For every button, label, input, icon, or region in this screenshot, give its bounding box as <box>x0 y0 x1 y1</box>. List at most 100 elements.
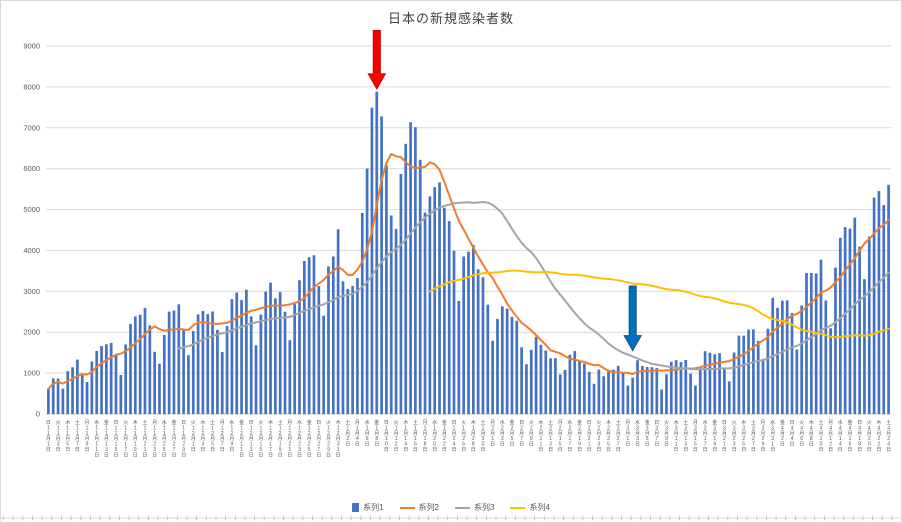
legend-item-系列3[interactable]: 系列3 <box>455 502 494 513</box>
legend-item-系列1[interactable]: 系列1 <box>352 502 384 513</box>
svg-text:6000: 6000 <box>23 164 40 173</box>
legend-item-系列4[interactable]: 系列4 <box>510 502 550 513</box>
svg-text:1000: 1000 <box>23 369 40 378</box>
line-series-3[interactable] <box>177 201 890 371</box>
svg-text:3000: 3000 <box>23 287 40 296</box>
bar-series[interactable] <box>47 91 890 415</box>
red-arrow[interactable] <box>367 30 387 90</box>
legend-item-系列2[interactable]: 系列2 <box>399 502 439 513</box>
legend-label: 系列2 <box>418 503 439 512</box>
svg-text:4000: 4000 <box>23 246 40 255</box>
x-axis-labels: 日 1 1 月 1 日火 1 1 月 3 日木 1 1 月 5 日土 1 1 月 7 日月 1 1 月 9 日水 1 1 月 1 1 日金 1 1… <box>46 419 891 458</box>
legend-label: 系列3 <box>474 503 495 512</box>
legend-label: 系列1 <box>363 503 384 512</box>
svg-text:8000: 8000 <box>23 82 40 91</box>
svg-text:7000: 7000 <box>23 123 40 132</box>
svg-text:2000: 2000 <box>23 328 40 337</box>
blue-arrow[interactable] <box>623 285 643 352</box>
line-series-4[interactable] <box>428 269 890 339</box>
legend-line-swatch <box>510 506 526 509</box>
y-axis-labels: 0 1000 2000 3000 4000 5000 6000 7000 8000 9000 <box>23 42 40 419</box>
legend-bar-swatch <box>352 503 360 512</box>
svg-text:5000: 5000 <box>23 205 40 214</box>
legend: 系列1 系列2 系列3 系列4 <box>1 502 901 513</box>
legend-line-swatch <box>399 506 415 509</box>
legend-label: 系列4 <box>529 503 550 512</box>
svg-text:0: 0 <box>36 410 40 419</box>
line-series-2[interactable] <box>47 153 890 390</box>
bottom-tick-strip <box>1 515 901 521</box>
